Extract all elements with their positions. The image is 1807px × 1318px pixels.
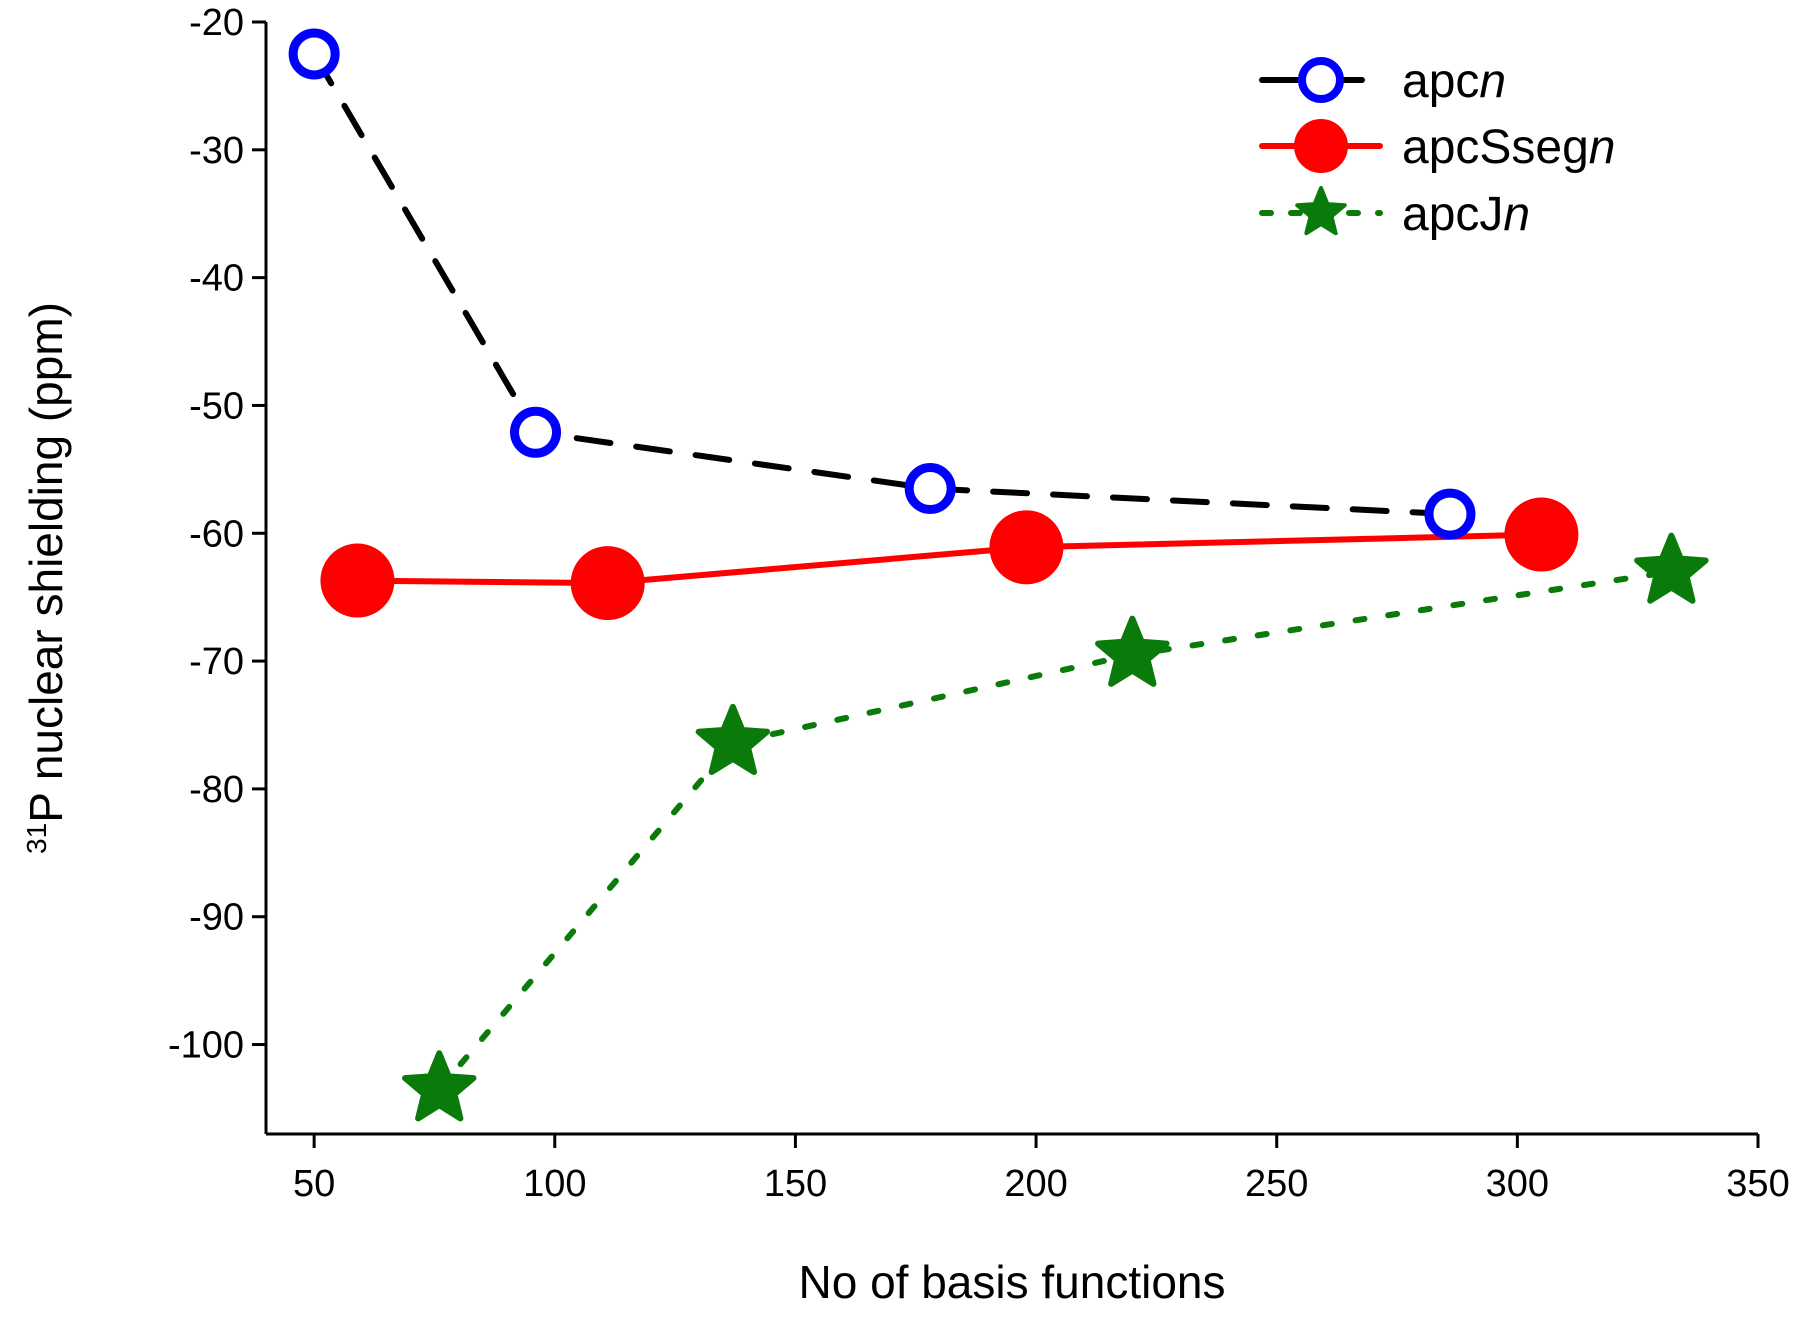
tick-labels: 50 100 150 200 250 300 350 -20 -30 -40 -50 -60 -70 -8… [168,2,1790,1205]
data-point-apcSsegn [570,546,645,621]
y-tick-label: -80 [189,769,244,811]
y-axis-title-text: P nuclear shielding (ppm) [20,302,72,823]
y-axis-title: 31P nuclear shielding (ppm) [20,302,72,854]
x-tick-label: 300 [1486,1163,1549,1205]
series-line-apcSsegn [354,531,1545,587]
legend-marker-apcn [1298,57,1344,103]
data-point-apcSsegn [1504,497,1579,572]
y-tick-label: -60 [189,513,244,555]
y-tick-label: -70 [189,641,244,683]
legend-marker-apcJn [1295,186,1347,236]
legend-label-apcSsegn: apcSsegn [1402,121,1616,174]
legend-label-apcn: apcn [1402,55,1506,108]
series-line-apcJn [436,568,1675,1093]
x-tick-label: 150 [764,1163,827,1205]
y-tick-label: -50 [189,385,244,427]
legend-label-italic: n [1589,121,1616,174]
legend-item-apcJn: apcJn [1259,186,1530,241]
data-point-apcn [510,406,562,458]
axes [252,20,1760,1148]
y-tick-label: -20 [189,2,244,44]
y-tick-label: -30 [189,130,244,172]
legend-label-prefix: apcJ [1402,188,1503,241]
legend-label-apcJn: apcJn [1402,188,1530,241]
legend-marker-apcSsegn [1294,119,1348,173]
data-point-apcJn [695,703,771,776]
x-tick-label: 200 [1004,1163,1067,1205]
legend-label-italic: n [1479,55,1506,108]
legend-label-italic: n [1503,188,1530,241]
y-tick-label: -90 [189,897,244,939]
series-lines [311,51,1675,1093]
x-tick-label: 350 [1726,1163,1789,1205]
y-tick-label: -100 [168,1025,244,1067]
x-axis-title: No of basis functions [798,1256,1225,1308]
data-point-apcSsegn [320,543,395,618]
legend-item-apcn: apcn [1259,55,1506,108]
data-point-apcSsegn [989,510,1064,585]
legend-label-prefix: apc [1402,55,1479,108]
y-axis-title-superscript: 31 [21,823,52,854]
data-point-apcn [904,463,956,515]
series-markers [288,28,1709,1122]
x-tick-label: 250 [1245,1163,1308,1205]
data-point-apcJn [1095,615,1170,687]
data-point-apcn [1424,488,1476,540]
legend-item-apcSsegn: apcSsegn [1259,119,1616,174]
x-tick-label: 100 [523,1163,586,1205]
x-tick-label: 50 [293,1163,335,1205]
y-tick-label: -40 [189,258,244,300]
series-line-apcn [311,51,1453,518]
data-point-apcJn [1634,532,1709,604]
data-point-apcJn [402,1050,477,1122]
data-point-apcn [288,28,340,80]
legend-label-prefix: apcSseg [1402,121,1589,174]
